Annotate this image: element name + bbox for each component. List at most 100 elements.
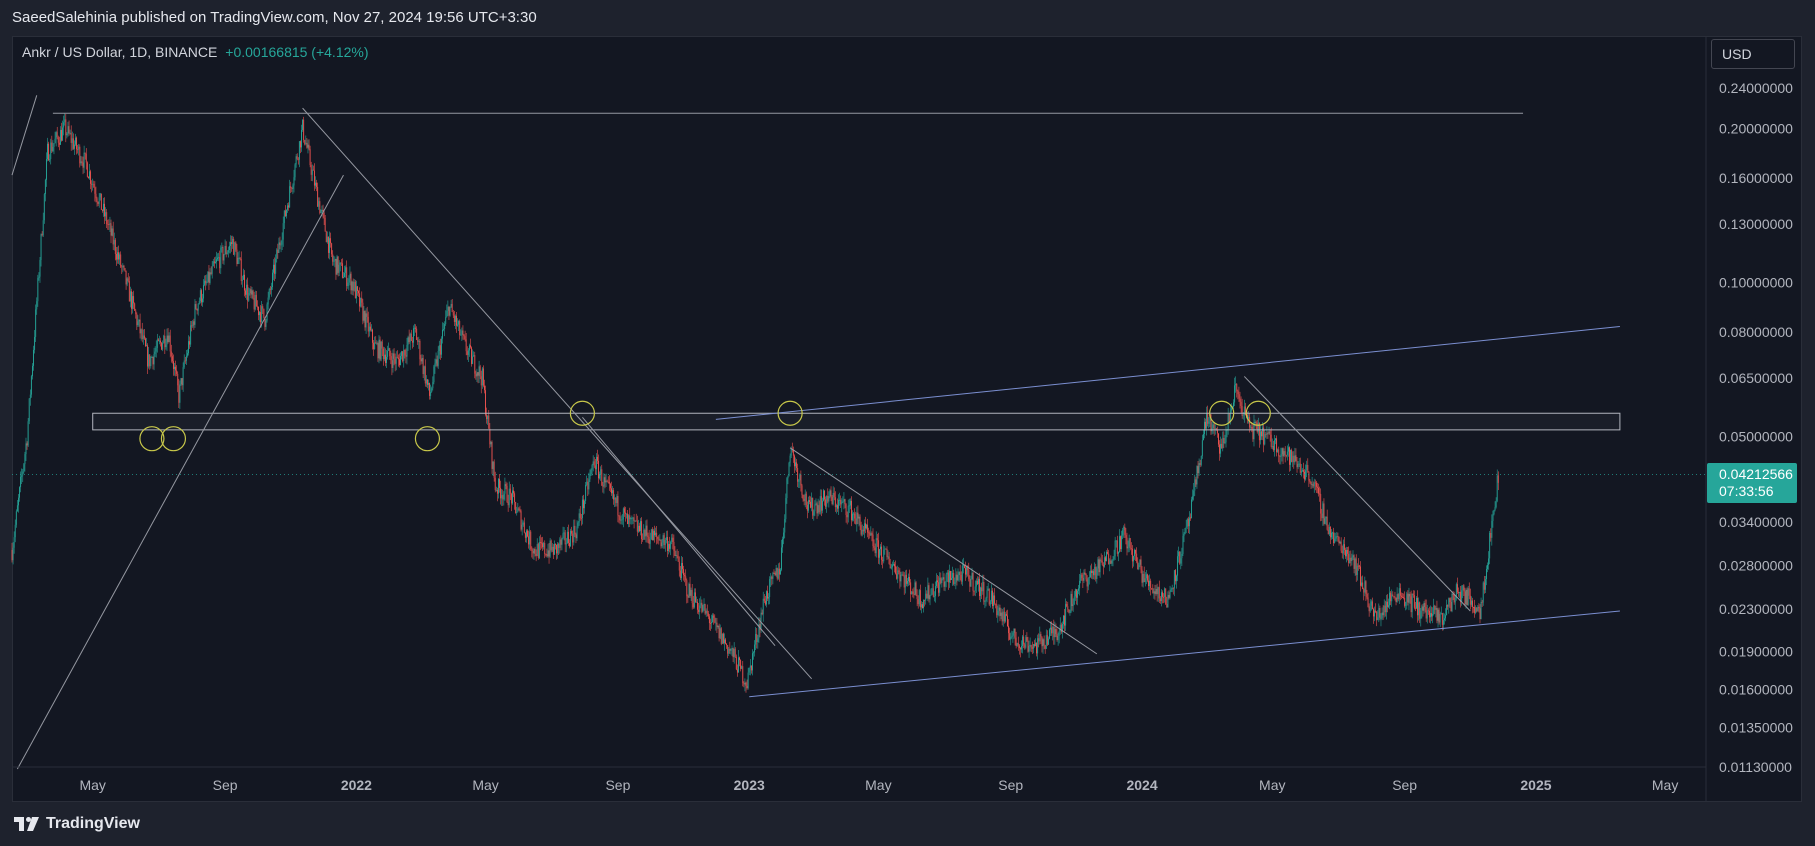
candle [800, 470, 802, 492]
symbol-label[interactable]: Ankr / US Dollar, 1D, BINANCE [22, 44, 218, 60]
candle [1309, 479, 1311, 484]
candle [1097, 557, 1099, 576]
candle [534, 546, 536, 557]
candle [648, 529, 650, 549]
candle [1256, 419, 1258, 434]
candle [161, 342, 163, 351]
candle [725, 637, 726, 645]
candle [395, 351, 397, 371]
candle [914, 579, 916, 596]
tradingview-logo[interactable]: TradingView [14, 815, 140, 833]
candle [753, 651, 754, 660]
candle [1337, 532, 1339, 542]
candle [174, 362, 175, 376]
candle [39, 257, 41, 283]
time-tick-label: Sep [213, 777, 238, 793]
candle [34, 330, 36, 354]
candle [884, 546, 886, 555]
candle [1185, 519, 1187, 534]
candle [14, 519, 16, 543]
candle [292, 183, 294, 195]
candle [1190, 513, 1191, 521]
candle [792, 446, 794, 463]
candle [778, 562, 780, 582]
candle [716, 617, 718, 634]
candle [105, 207, 107, 221]
candle [1449, 597, 1451, 609]
candle [613, 487, 615, 505]
candle [96, 196, 98, 207]
candle [77, 144, 79, 154]
candle [803, 494, 805, 506]
candle [672, 533, 674, 550]
candle [426, 379, 428, 389]
candle [1332, 531, 1333, 540]
candle [559, 537, 561, 554]
candle [1030, 644, 1032, 653]
candle [757, 635, 759, 649]
candle [1053, 619, 1055, 645]
candle [1290, 449, 1292, 471]
candle [939, 572, 941, 597]
candle [1089, 565, 1091, 579]
candle [966, 565, 968, 578]
candle [954, 577, 956, 587]
candle [847, 499, 849, 523]
candle [943, 573, 945, 591]
candle [120, 251, 122, 269]
candle [1304, 469, 1306, 483]
candle [1021, 640, 1022, 653]
candle [701, 599, 703, 614]
candle [932, 583, 934, 598]
candle [31, 363, 33, 380]
candle [59, 126, 61, 146]
candle [392, 349, 394, 373]
candle [1122, 527, 1124, 540]
candle [1169, 585, 1171, 600]
candle [330, 232, 332, 248]
candle [600, 466, 602, 481]
candle [109, 216, 111, 233]
candle [944, 581, 946, 592]
candle [163, 334, 165, 344]
candle [525, 529, 527, 543]
candle [1186, 517, 1188, 530]
candle [1431, 606, 1433, 622]
candle [856, 506, 858, 532]
candle [1391, 589, 1393, 607]
candle [1142, 570, 1144, 588]
candle [111, 225, 113, 237]
candle [66, 132, 68, 139]
candle [1086, 575, 1088, 594]
candle [206, 274, 208, 286]
candle [1239, 391, 1241, 409]
candle [947, 569, 949, 590]
candle [429, 382, 431, 400]
candle [1264, 429, 1266, 446]
candle [16, 499, 18, 512]
candle [1087, 577, 1089, 591]
last-price-tag: 0.04212566 07:33:56 [1707, 463, 1797, 503]
candle [930, 588, 932, 596]
candle [108, 219, 110, 230]
candle [228, 241, 230, 254]
candle [54, 131, 56, 144]
candle [475, 370, 477, 380]
candle [1364, 576, 1366, 597]
candle [1362, 575, 1364, 590]
candle [1317, 482, 1318, 494]
candle [1143, 566, 1145, 583]
candle [647, 532, 649, 544]
candle [813, 509, 815, 521]
candle [1230, 403, 1232, 413]
candle [268, 287, 270, 300]
candle [658, 535, 660, 545]
candle [106, 209, 108, 229]
candle [1200, 455, 1202, 467]
candle [21, 468, 23, 484]
currency-button[interactable]: USD [1711, 39, 1795, 69]
candle [278, 237, 280, 254]
candle [176, 365, 178, 377]
trend-line [582, 416, 776, 647]
